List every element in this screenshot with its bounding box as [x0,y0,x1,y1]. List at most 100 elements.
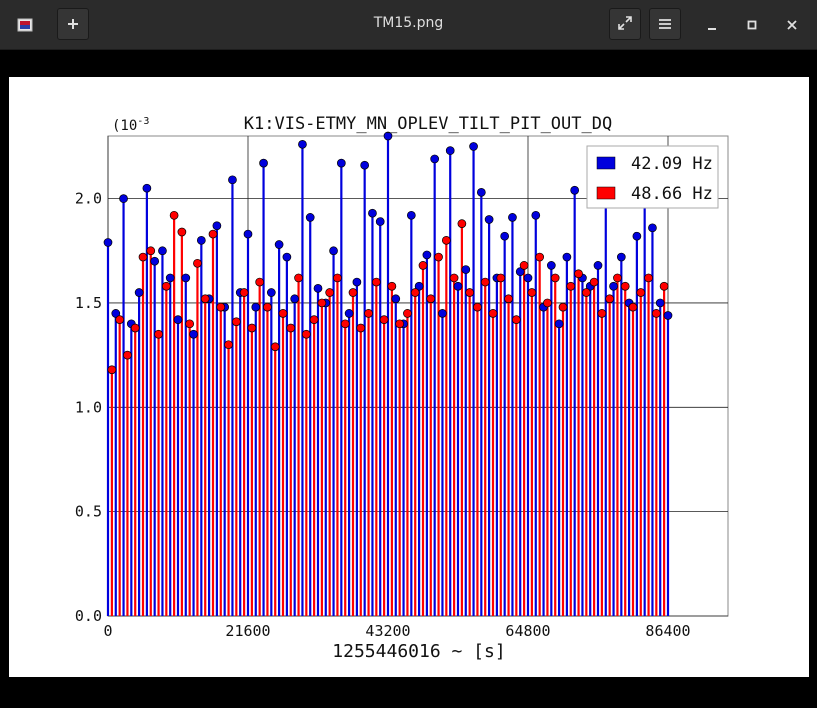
data-point [395,319,405,329]
image-viewer-canvas: K1:VIS-ETMY_MN_OPLEV_TILT_PIT_OUT_DQ (10… [0,50,817,708]
window-titlebar: TM15.png [0,0,817,50]
x-axis-ticks: 0 21600 43200 64800 86400 [103,622,690,640]
data-point [115,315,125,325]
new-tab-button[interactable] [57,8,89,40]
data-point [154,329,163,339]
data-point [550,273,560,283]
data-point [562,252,572,262]
data-point [111,309,121,318]
data-point [158,246,167,256]
data-point [212,221,222,231]
window-title: TM15.png [373,15,444,31]
menu-button[interactable] [649,8,681,40]
data-point [142,183,152,193]
data-point [165,273,175,283]
y-axis-ticks: 0.0 0.5 1.0 1.5 2.0 [75,190,102,625]
maximize-button[interactable] [740,13,764,37]
data-point [566,281,576,291]
x-tick-label: 0 [103,622,112,640]
data-point [383,131,393,141]
data-point [185,319,195,329]
data-point [449,273,459,283]
data-point [500,231,510,241]
data-point [546,261,556,270]
data-point [508,213,517,222]
data-point [368,208,377,218]
data-point [274,240,284,249]
data-point [130,323,140,333]
data-point [294,273,303,283]
data-point [597,309,607,318]
data-point [426,294,436,304]
y-tick-label: 0.5 [75,503,102,521]
data-point [543,298,552,308]
data-point [224,340,233,350]
y-tick-label: 1.0 [75,398,102,416]
data-point [193,258,202,268]
data-point [406,210,416,220]
legend-label-48hz: 48.66 Hz [631,184,713,204]
data-point [231,317,241,327]
data-point [651,309,661,318]
data-point [181,273,191,283]
legend: 42.09 Hz 48.66 Hz [586,145,719,209]
data-point [605,294,615,304]
data-point [196,235,206,245]
data-point [531,210,541,220]
fullscreen-button[interactable] [609,8,641,40]
data-point [138,252,148,262]
close-icon [786,16,798,35]
data-point [266,288,276,297]
data-point [422,250,432,260]
data-point [103,238,113,247]
data-point [519,261,529,270]
data-point [620,281,630,291]
y-multiplier-label: (10-3 [112,116,149,134]
data-point [286,323,296,333]
data-point [403,309,412,318]
displayed-image: K1:VIS-ETMY_MN_OPLEV_TILT_PIT_OUT_DQ (10… [9,77,809,677]
close-button[interactable] [780,13,804,37]
data-point [134,288,144,297]
data-point [515,267,525,277]
data-point [511,315,521,325]
data-point [270,342,280,352]
data-point [609,281,618,291]
data-point [317,298,327,308]
data-point [414,281,424,291]
data-point [616,252,626,262]
data-point [161,281,171,291]
data-point [173,315,183,325]
data-point [636,288,646,297]
plus-icon [67,15,79,34]
data-point [344,309,354,318]
data-point [329,246,338,256]
data-point [352,277,362,287]
data-point [333,273,342,283]
x-tick-label: 86400 [645,622,690,640]
data-point [216,302,226,312]
data-point [119,194,128,203]
data-point [644,273,653,283]
data-point [457,219,467,229]
legend-swatch-48hz [596,186,616,200]
minimize-button[interactable] [700,13,724,37]
data-point [290,294,300,304]
data-point [278,309,288,318]
data-point [593,261,603,270]
data-point [150,256,160,266]
image-viewer-icon[interactable] [9,9,41,41]
data-point [570,185,580,195]
data-point [469,142,478,151]
y-tick-label: 1.5 [75,294,102,312]
data-point [189,329,198,339]
data-point [356,323,366,333]
data-point [263,302,272,312]
data-point [325,288,335,297]
data-point [655,298,665,308]
data-point [527,288,537,297]
data-point [228,175,237,185]
data-point [375,217,385,226]
data-point [255,277,265,287]
data-point [488,309,498,318]
